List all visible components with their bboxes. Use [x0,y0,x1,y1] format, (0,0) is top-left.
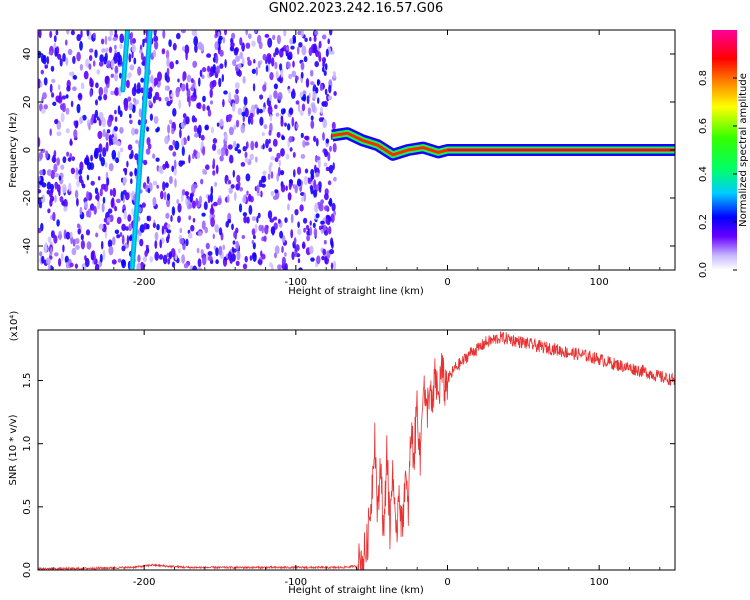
spectrogram-x-tick-label: -100 [284,277,307,288]
colorbar: 0.0 0.2 0.4 0.6 0.8 Normalized spectral ampl… [698,30,749,278]
spectrogram-x-axis-label: Height of straight line (km) [288,286,424,297]
spectrogram-x-tick-label: -200 [133,277,156,288]
snr-x-axis-label: Height of straight line (km) [288,585,424,596]
spectrogram-signal [331,127,675,161]
spectrogram-image [38,30,675,270]
spectrogram-x-tick-label: 100 [590,277,609,288]
snr-y-tick-label: 0.0 [22,562,33,578]
colorbar-tick-label: 0.4 [698,166,709,182]
spectrogram-streak [120,30,130,93]
spectrogram-y-tick-label: -20 [22,190,33,206]
figure-title: GN02.2023.242.16.57.G06 [268,1,444,16]
spectrogram-y-tick-label: -40 [22,238,33,254]
spectrogram-y-axis-label: Frequency (Hz) [8,112,19,188]
snr-x-tick-label: -100 [284,577,307,588]
spectrogram-y-tick-label: 20 [22,96,33,109]
colorbar-gradient [712,30,737,270]
snr-x-tick-label: -200 [133,577,156,588]
spectrogram-x-tick-label: 0 [444,277,450,288]
snr-scale-label: (x10⁴) [9,311,20,342]
colorbar-tick-label: 0.0 [698,262,709,278]
spectrogram-noise [38,30,337,270]
colorbar-tick-label: 0.6 [698,118,709,134]
colorbar-label: Normalized spectral amplitude [738,73,749,227]
colorbar-tick-label: 0.8 [698,70,709,86]
spectrogram-streak [129,30,153,270]
snr-frame [37,329,676,571]
snr-y-tick-label: 1.5 [22,373,33,389]
snr-y-ticks: 0.0 0.5 1.0 1.5 [22,373,675,578]
spectrogram-y-tick-label: 0 [22,147,33,153]
snr-series-line [38,331,675,570]
snr-x-tick-label: 0 [444,577,450,588]
snr-y-axis-label: SNR (10 * v/v) [8,414,19,485]
colorbar-ticks: 0.0 0.2 0.4 0.6 0.8 [698,70,737,278]
spectrogram-x-ticks: -200 -100 0 100 [52,30,661,288]
colorbar-tick-label: 0.2 [698,214,709,230]
snr-x-tick-label: 100 [590,577,609,588]
snr-panel: -200 -100 0 100 0.0 0.5 1.0 1.5 Height of stra… [8,311,676,596]
snr-y-tick-label: 0.5 [22,499,33,515]
snr-x-ticks: -200 -100 0 100 [52,330,661,588]
spectrogram-y-tick-label: 40 [22,48,33,61]
spectrogram-y-ticks: -40 -20 0 20 40 [22,48,675,254]
snr-y-tick-label: 1.0 [22,436,33,452]
